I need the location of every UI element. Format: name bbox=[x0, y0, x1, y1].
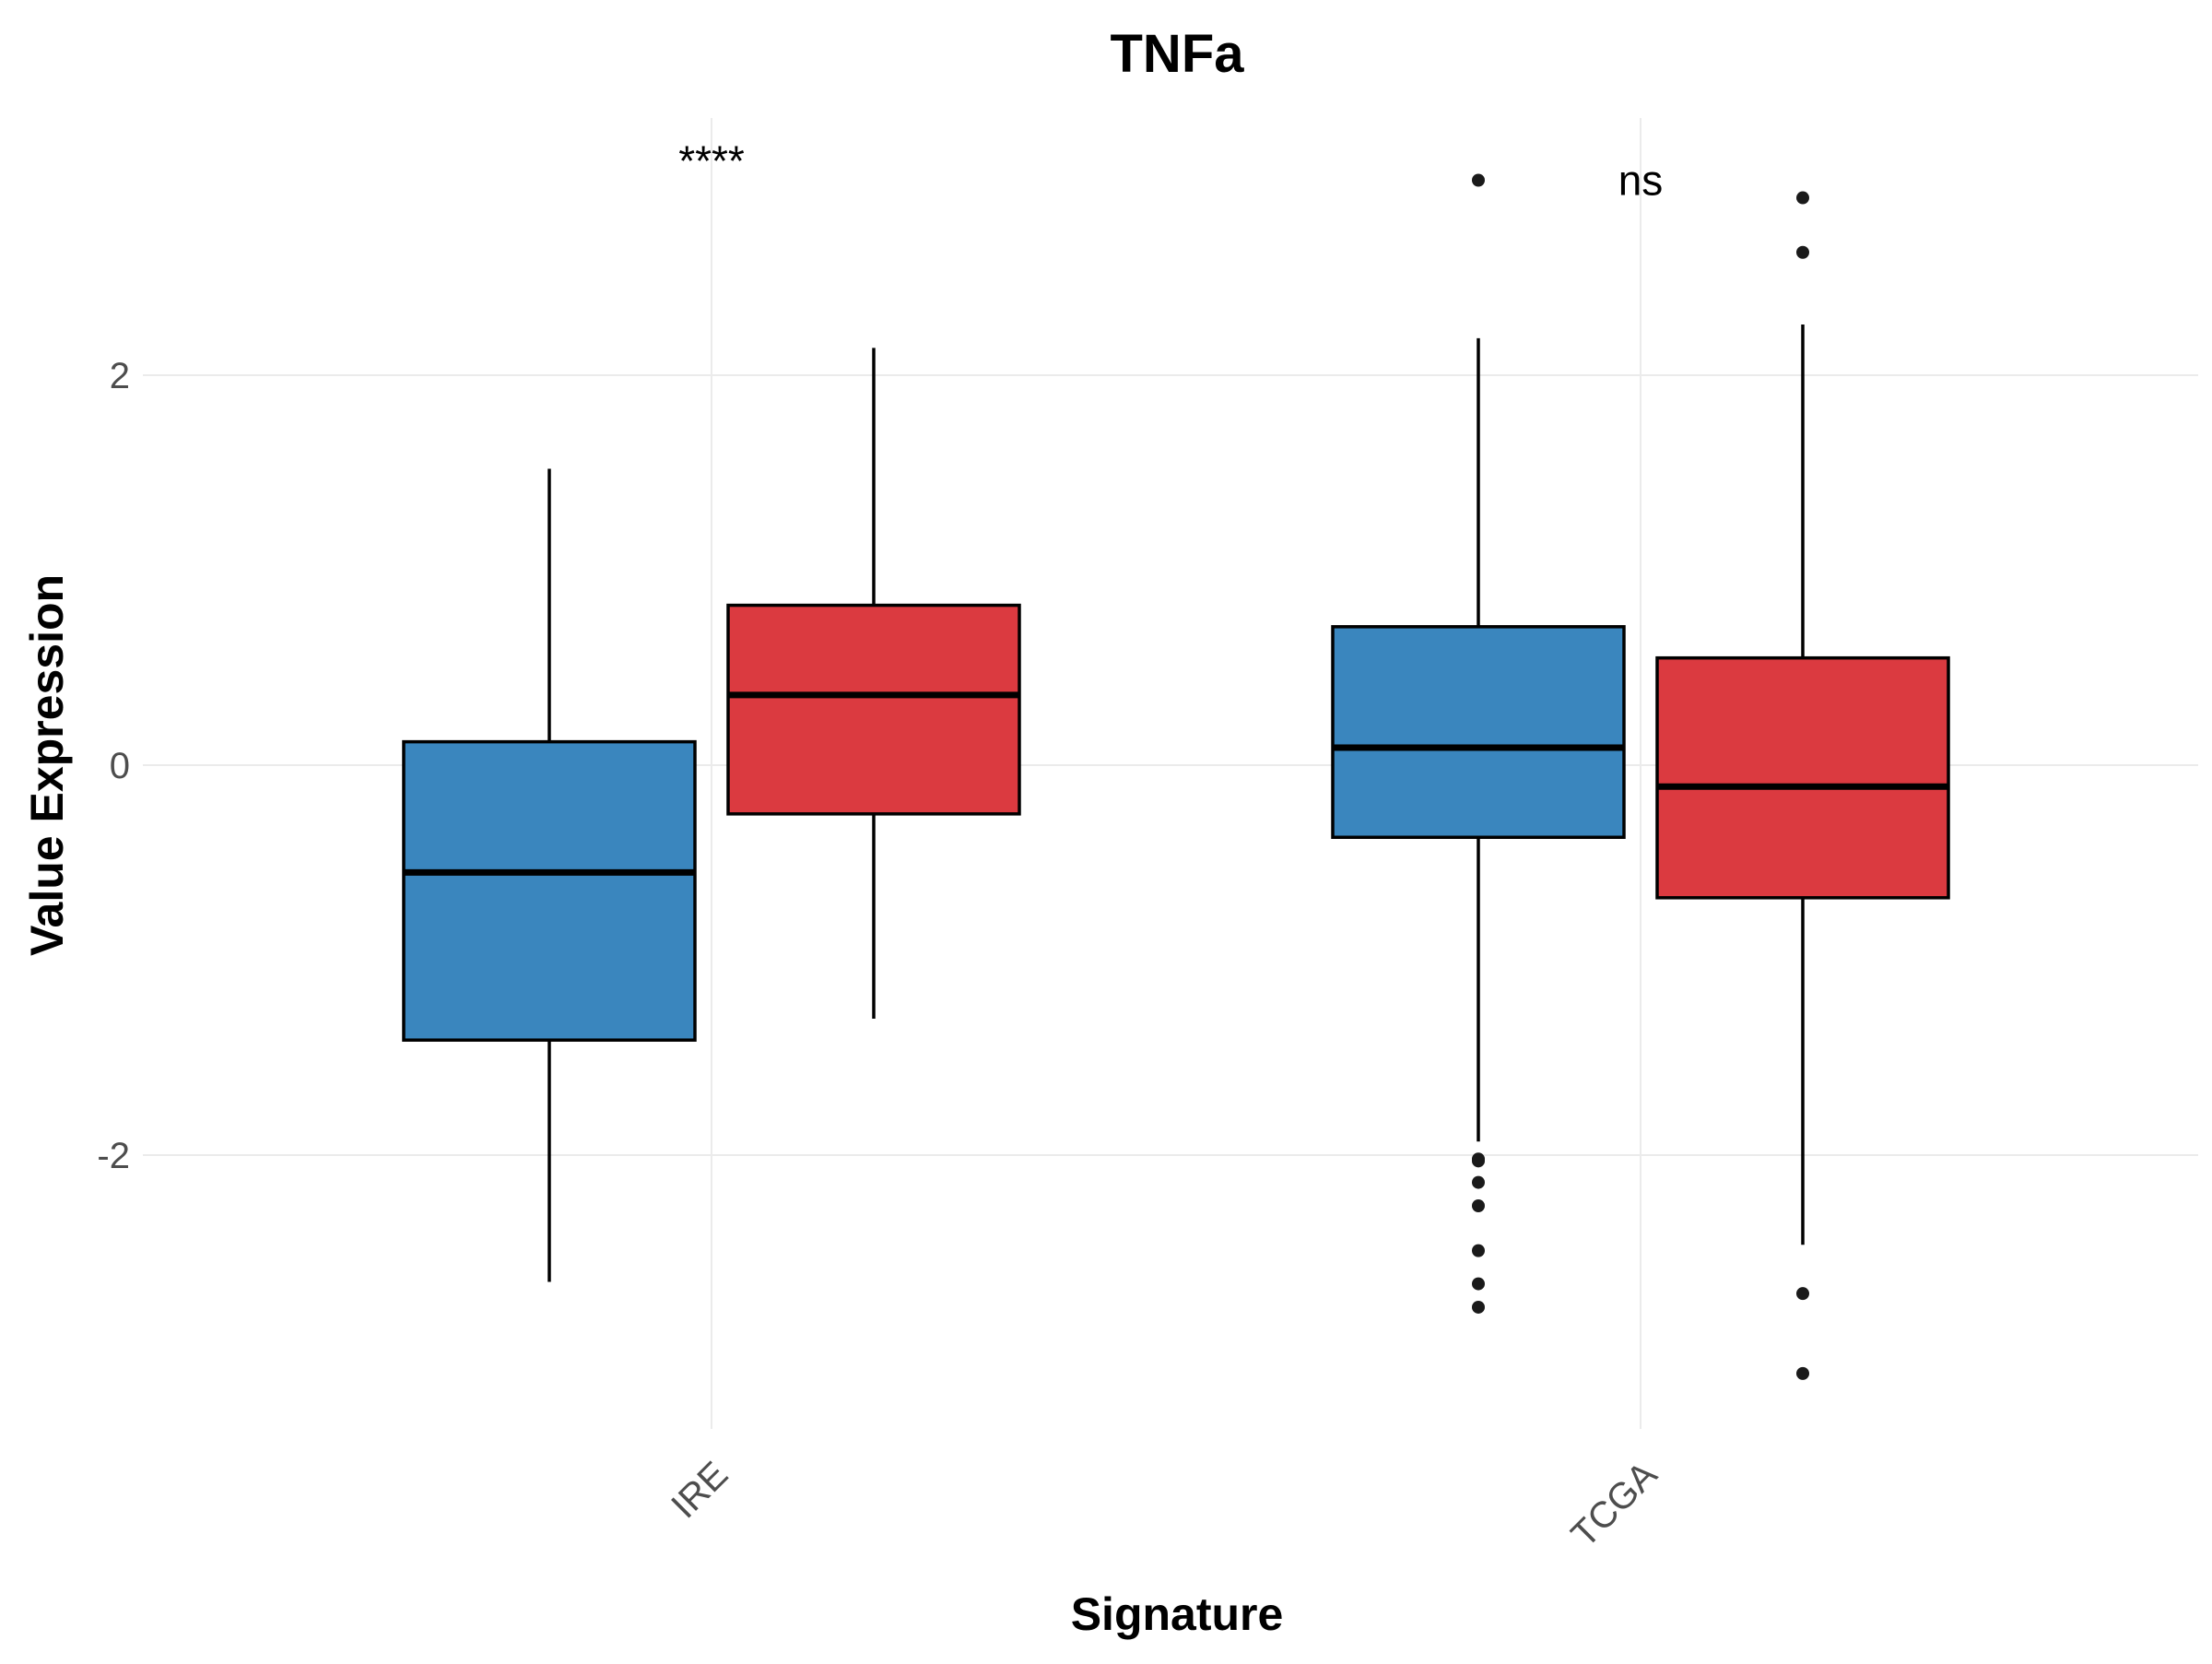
x-axis-label: Signature bbox=[1071, 1588, 1284, 1640]
tick-layer: -2 0 2 IRE TCGA bbox=[97, 356, 1665, 1555]
outlier-point bbox=[1796, 1287, 1809, 1301]
significance-label: **** bbox=[678, 136, 745, 184]
outlier-point bbox=[1472, 1300, 1485, 1314]
x-tick-label: IRE bbox=[664, 1454, 735, 1526]
chart-title: TNFa bbox=[1111, 24, 1245, 84]
significance-label: ns bbox=[1618, 157, 1664, 205]
outlier-point bbox=[1472, 173, 1485, 187]
outlier-point bbox=[1472, 1277, 1485, 1291]
outlier-point bbox=[1472, 1154, 1485, 1168]
y-tick-label: 2 bbox=[110, 356, 130, 396]
box-ire bbox=[726, 603, 1021, 816]
outlier-point bbox=[1472, 1244, 1485, 1257]
box-tcga bbox=[1331, 625, 1626, 840]
outlier-point bbox=[1796, 1366, 1809, 1380]
y-axis-label: Value Expression bbox=[21, 574, 73, 956]
box-tcga bbox=[1655, 655, 1950, 900]
outlier-point bbox=[1472, 1175, 1485, 1189]
outlier-point bbox=[1472, 1198, 1485, 1212]
box-ire bbox=[402, 739, 697, 1042]
outlier-point bbox=[1796, 245, 1809, 259]
y-tick-label: -2 bbox=[97, 1136, 130, 1176]
x-tick-label: TCGA bbox=[1564, 1454, 1665, 1555]
y-tick-label: 0 bbox=[110, 746, 130, 786]
annotation-layer: **** ns bbox=[678, 136, 1663, 204]
outlier-point bbox=[1796, 191, 1809, 205]
plot-layer bbox=[402, 173, 1950, 1380]
